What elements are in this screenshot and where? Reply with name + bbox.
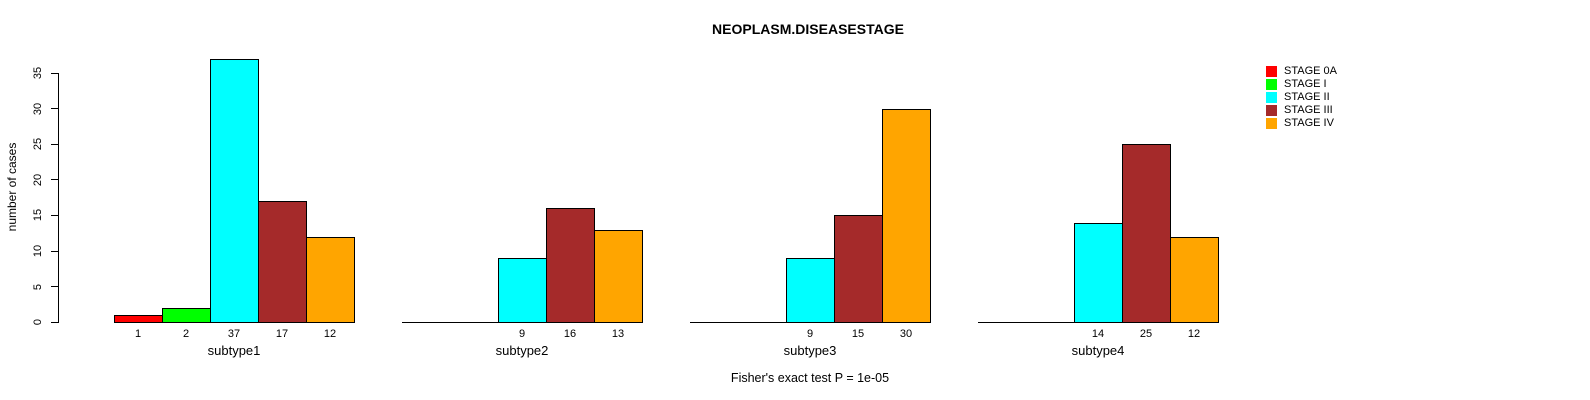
bar-stage-iii-subtype3 bbox=[834, 215, 883, 324]
bar-stage-iv-subtype3 bbox=[882, 108, 931, 324]
bar-value-label: 15 bbox=[851, 328, 865, 340]
y-tick-label: 15 bbox=[32, 209, 44, 222]
bar-stage-iii-subtype4 bbox=[1122, 144, 1171, 324]
y-tick bbox=[51, 321, 58, 323]
bar-stage-iii-subtype2 bbox=[546, 208, 595, 324]
y-tick bbox=[51, 72, 58, 74]
bar-value-label: 2 bbox=[182, 328, 190, 340]
category-label-subtype2: subtype2 bbox=[495, 343, 549, 358]
y-tick-label: 5 bbox=[32, 283, 44, 290]
category-label-subtype4: subtype4 bbox=[1071, 343, 1125, 358]
bar-stage-iii-subtype1 bbox=[258, 201, 307, 324]
y-tick-label: 30 bbox=[32, 102, 44, 115]
legend-label-stage-iv: STAGE IV bbox=[1284, 117, 1334, 130]
y-tick bbox=[51, 143, 58, 145]
legend-swatch-stage-iv bbox=[1266, 118, 1277, 130]
y-tick-label: 20 bbox=[32, 173, 44, 186]
y-tick-label: 35 bbox=[32, 66, 44, 80]
annotation-text: Fisher's exact test P = 1e-05 bbox=[730, 371, 890, 385]
legend-label-stage-i: STAGE I bbox=[1284, 77, 1327, 90]
bar-stage-ii-subtype2 bbox=[498, 258, 547, 324]
bar-stage-i-subtype1 bbox=[162, 308, 211, 324]
bar-stage-0a-subtype1 bbox=[114, 315, 163, 324]
bar-value-label: 9 bbox=[806, 328, 814, 340]
bar-value-label: 12 bbox=[323, 328, 337, 340]
legend-swatch-stage-iii bbox=[1266, 105, 1277, 117]
y-tick-label: 25 bbox=[32, 138, 44, 151]
y-tick-label: 10 bbox=[32, 244, 44, 258]
bar-stage-ii-subtype1 bbox=[210, 58, 259, 324]
legend-swatch-stage-ii bbox=[1266, 91, 1277, 103]
bar-value-label: 37 bbox=[227, 328, 241, 340]
bar-value-label: 14 bbox=[1091, 328, 1105, 340]
category-label-subtype1: subtype1 bbox=[207, 343, 261, 358]
legend-label-stage-iii: STAGE III bbox=[1284, 104, 1333, 117]
y-tick bbox=[51, 179, 58, 181]
bar-value-label: 12 bbox=[1187, 328, 1201, 340]
bar-stage-iv-subtype1 bbox=[306, 236, 355, 324]
bar-stage-iv-subtype2 bbox=[594, 229, 643, 324]
bar-value-label: 25 bbox=[1139, 328, 1153, 340]
legend-label-stage-0a: STAGE 0A bbox=[1284, 64, 1337, 77]
bar-value-label: 30 bbox=[899, 328, 913, 340]
y-axis-label: number of cases bbox=[5, 142, 19, 232]
y-tick bbox=[51, 286, 58, 288]
bar-value-label: 17 bbox=[275, 328, 289, 340]
y-tick bbox=[51, 250, 58, 252]
bar-stage-ii-subtype3 bbox=[786, 258, 835, 324]
bar-value-label: 13 bbox=[611, 328, 625, 340]
chart-title: NEOPLASM.DISEASESTAGE bbox=[712, 21, 904, 37]
bar-value-label: 16 bbox=[563, 328, 577, 340]
y-tick bbox=[51, 214, 58, 216]
legend-swatch-stage-0a bbox=[1266, 65, 1277, 77]
bar-stage-ii-subtype4 bbox=[1074, 222, 1123, 324]
bar-value-label: 9 bbox=[518, 328, 526, 340]
category-label-subtype3: subtype3 bbox=[783, 343, 837, 358]
y-axis-line bbox=[58, 73, 59, 324]
bar-value-label: 1 bbox=[134, 328, 142, 340]
y-tick bbox=[51, 108, 58, 110]
legend-swatch-stage-i bbox=[1266, 78, 1277, 90]
y-tick-label: 0 bbox=[32, 319, 44, 326]
bar-stage-iv-subtype4 bbox=[1170, 236, 1219, 324]
legend-label-stage-ii: STAGE II bbox=[1284, 90, 1330, 103]
